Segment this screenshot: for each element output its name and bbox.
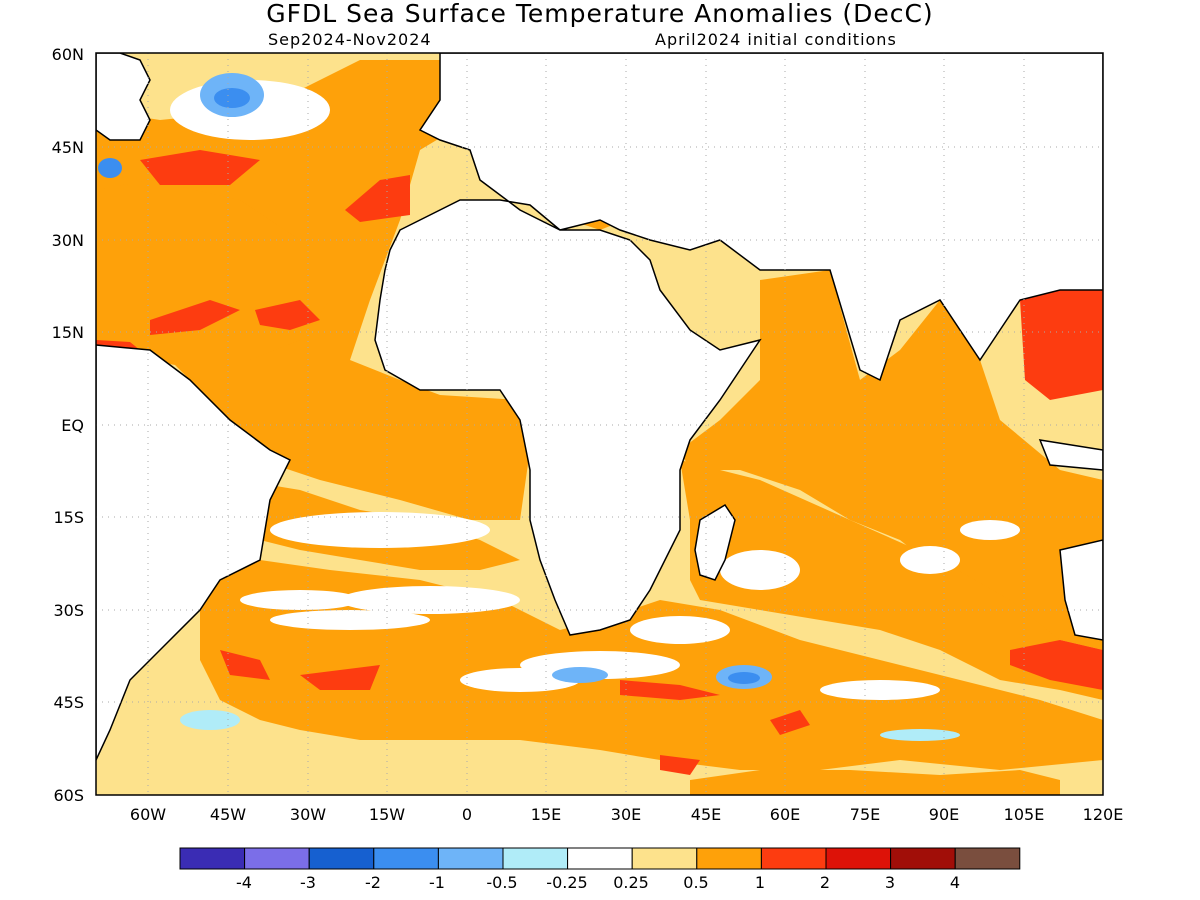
lat-label: 15S: [53, 508, 84, 527]
lon-label: 120E: [1083, 805, 1124, 824]
colorbar-swatch: [373, 847, 439, 870]
colorbar-swatch: [631, 847, 698, 870]
map-frame: [95, 52, 1104, 796]
lat-label: 60N: [52, 45, 84, 64]
lon-label: 45W: [210, 805, 246, 824]
colorbar-label: 3: [885, 873, 895, 892]
anomaly-field: [96, 53, 1103, 795]
lon-label: 30W: [290, 805, 326, 824]
longitude-axis: 60W 45W 30W 15W 0 15E 30E 45E 60E 75E 90…: [130, 805, 1123, 824]
colorbar-label: 0.25: [613, 873, 649, 892]
lon-label: 45E: [691, 805, 721, 824]
colorbar-label: -4: [236, 873, 252, 892]
lon-label: 105E: [1004, 805, 1045, 824]
land-outlines: [96, 53, 1103, 761]
lat-label: 30S: [53, 601, 84, 620]
map-title: GFDL Sea Surface Temperature Anomalies (…: [266, 0, 934, 28]
lon-label: 0: [462, 805, 472, 824]
lat-label: EQ: [61, 416, 84, 435]
colorbar-swatch: [890, 847, 956, 870]
anomaly-negative-patch: [728, 672, 760, 684]
period-label: Sep2024-Nov2024: [268, 30, 432, 49]
lon-label: 15E: [531, 805, 561, 824]
colorbar-label: -1: [429, 873, 445, 892]
lon-label: 75E: [850, 805, 880, 824]
anomaly-negative-patch: [880, 729, 960, 741]
colorbar-swatch: [308, 847, 375, 870]
colorbar-swatch: [437, 847, 504, 870]
lon-label: 15W: [369, 805, 405, 824]
colorbar-swatch: [696, 847, 762, 870]
lat-label: 30N: [52, 231, 84, 250]
lat-label: 45S: [53, 693, 84, 712]
latitude-axis: 60N 45N 30N 15N EQ 15S 30S 45S 60S: [52, 45, 84, 805]
colorbar-swatch: [825, 847, 892, 870]
colorbar-label: 2: [820, 873, 830, 892]
colorbar-swatch: [954, 847, 1021, 870]
lon-label: 90E: [929, 805, 959, 824]
lat-label: 45N: [52, 138, 84, 157]
colorbar-label: -0.5: [486, 873, 517, 892]
initial-conditions-label: April2024 initial conditions: [655, 30, 897, 49]
lon-label: 60E: [770, 805, 800, 824]
lon-label: 30E: [611, 805, 641, 824]
colorbar-swatch: [760, 847, 827, 870]
colorbar-swatch: [502, 847, 569, 870]
anomaly-negative-patch: [552, 667, 608, 683]
anomaly-negative-patch: [98, 158, 122, 178]
lon-label: 60W: [130, 805, 166, 824]
colorbar-swatch: [179, 847, 246, 870]
colorbar-label: -0.25: [546, 873, 587, 892]
anomaly-near-zero-region: [170, 80, 1020, 700]
anomaly-negative-patch: [214, 88, 250, 108]
colorbar-label: 1: [755, 873, 765, 892]
anomaly-negative-patch: [180, 710, 240, 730]
grid-lines: [96, 53, 1103, 795]
lat-label: 60S: [53, 786, 84, 805]
colorbar-label: 4: [950, 873, 960, 892]
colorbar-label: -3: [300, 873, 316, 892]
lat-label: 15N: [52, 323, 84, 342]
colorbar: [179, 847, 1021, 870]
colorbar-label: 0.5: [683, 873, 708, 892]
colorbar-swatch: [244, 847, 310, 870]
colorbar-label: -2: [365, 873, 381, 892]
anomaly-1-2-region: [96, 148, 1103, 775]
colorbar-labels: -4 -3 -2 -1 -0.5 -0.25 0.25 0.5 1 2 3 4: [236, 873, 960, 892]
colorbar-swatch: [567, 847, 633, 870]
